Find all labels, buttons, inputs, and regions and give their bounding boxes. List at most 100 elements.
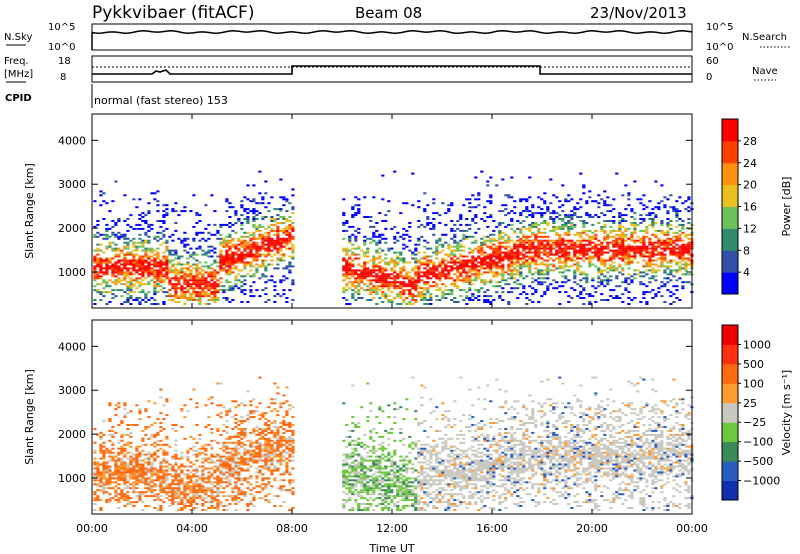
echo-cell bbox=[210, 287, 214, 290]
echo-cell bbox=[447, 247, 451, 250]
echo-cell bbox=[399, 293, 403, 296]
echo-cell bbox=[675, 247, 679, 250]
echo-cell bbox=[267, 245, 271, 248]
echo-cell bbox=[246, 208, 250, 211]
echo-cell bbox=[354, 277, 358, 280]
echo-cell bbox=[543, 291, 547, 294]
echo-cell bbox=[564, 231, 568, 234]
echo-cell bbox=[486, 180, 490, 183]
echo-cell bbox=[675, 289, 679, 292]
echo-cell bbox=[141, 243, 145, 246]
echo-cell bbox=[483, 261, 487, 264]
echo-cell bbox=[180, 493, 184, 496]
echo-cell bbox=[120, 449, 124, 452]
echo-cell bbox=[417, 237, 421, 240]
echo-cell bbox=[465, 279, 469, 282]
echo-cell bbox=[552, 229, 556, 232]
echo-cell bbox=[99, 445, 103, 448]
echo-cell bbox=[483, 283, 487, 286]
echo-cell bbox=[93, 473, 97, 476]
echo-cell bbox=[393, 279, 397, 282]
echo-cell bbox=[198, 283, 202, 286]
echo-cell bbox=[456, 287, 460, 290]
echo-cell bbox=[180, 285, 184, 288]
echo-cell bbox=[471, 241, 475, 244]
echo-cell bbox=[177, 457, 181, 460]
echo-cell bbox=[528, 251, 532, 254]
echo-cell bbox=[255, 271, 259, 274]
echo-cell bbox=[555, 241, 559, 244]
echo-cell bbox=[147, 291, 151, 294]
echo-cell bbox=[459, 253, 463, 256]
echo-cell bbox=[522, 235, 526, 238]
echo-cell bbox=[210, 501, 214, 504]
echo-cell bbox=[183, 503, 187, 505]
echo-cell bbox=[162, 233, 166, 236]
echo-cell bbox=[228, 467, 232, 470]
echo-cell bbox=[159, 447, 163, 450]
echo-cell bbox=[678, 267, 682, 270]
echo-cell bbox=[150, 303, 154, 305]
echo-cell bbox=[225, 265, 229, 268]
echo-cell bbox=[378, 277, 382, 280]
echo-cell bbox=[171, 263, 175, 266]
echo-cell bbox=[633, 297, 637, 299]
echo-cell bbox=[231, 239, 235, 242]
echo-cell bbox=[132, 465, 136, 468]
echo-cell bbox=[138, 469, 142, 472]
echo-cell bbox=[165, 461, 169, 464]
echo-cell bbox=[228, 459, 232, 462]
echo-cell bbox=[645, 225, 649, 228]
echo-cell bbox=[153, 275, 157, 278]
echo-cell bbox=[213, 291, 217, 294]
echo-cell bbox=[615, 245, 619, 248]
echo-cell bbox=[201, 481, 205, 484]
echo-cell bbox=[594, 291, 598, 294]
echo-cell bbox=[660, 257, 664, 260]
echo-cell bbox=[351, 214, 355, 217]
echo-cell bbox=[606, 267, 610, 270]
echo-cell bbox=[264, 239, 268, 242]
echo-cell bbox=[555, 231, 559, 234]
echo-cell bbox=[345, 247, 349, 250]
echo-cell bbox=[540, 243, 544, 246]
echo-cell bbox=[441, 259, 445, 262]
echo-cell bbox=[126, 271, 130, 274]
echo-cell bbox=[204, 487, 208, 490]
echo-cell bbox=[123, 245, 127, 248]
echo-cell bbox=[105, 471, 109, 474]
echo-cell bbox=[492, 220, 496, 222]
echo-cell bbox=[588, 196, 592, 199]
echo-cell bbox=[198, 261, 202, 264]
echo-cell bbox=[222, 239, 226, 242]
echo-cell bbox=[489, 202, 493, 205]
y-tick-label: 1000 bbox=[58, 266, 86, 279]
echo-cell bbox=[201, 295, 205, 298]
echo-cell bbox=[600, 251, 604, 254]
echo-cell bbox=[93, 479, 97, 482]
echo-cell bbox=[105, 265, 109, 268]
echo-cell bbox=[111, 429, 115, 432]
echo-cell bbox=[456, 249, 460, 252]
echo-cell bbox=[519, 259, 523, 262]
echo-cell bbox=[411, 269, 415, 272]
echo-cell bbox=[198, 451, 202, 454]
echo-cell bbox=[144, 453, 148, 456]
echo-cell bbox=[141, 216, 145, 218]
echo-cell bbox=[153, 422, 157, 424]
echo-cell bbox=[210, 489, 214, 492]
echo-cell bbox=[603, 263, 607, 266]
echo-cell bbox=[507, 263, 511, 266]
echo-cell bbox=[222, 245, 226, 248]
echo-cell bbox=[207, 481, 211, 484]
echo-cell bbox=[192, 445, 196, 448]
echo-cell bbox=[570, 241, 574, 244]
echo-cell bbox=[129, 285, 133, 288]
echo-cell bbox=[153, 198, 157, 201]
echo-cell bbox=[147, 210, 151, 213]
echo-cell bbox=[243, 279, 247, 282]
echo-cell bbox=[639, 251, 643, 254]
echo-cell bbox=[561, 249, 565, 252]
echo-cell bbox=[342, 214, 346, 217]
echo-cell bbox=[129, 501, 133, 504]
